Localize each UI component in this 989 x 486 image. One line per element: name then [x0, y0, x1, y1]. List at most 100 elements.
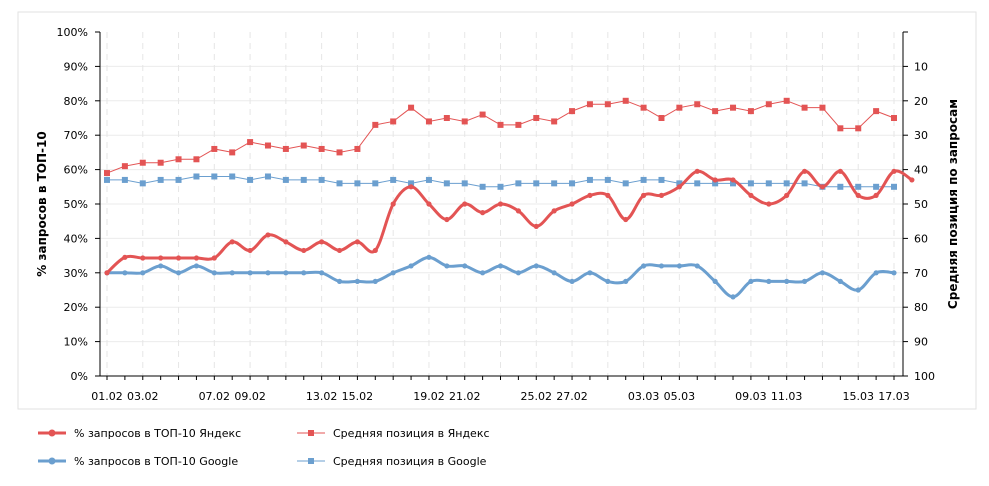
y-right-tick-label: 70	[914, 267, 928, 280]
series-3-point	[390, 176, 397, 183]
series-2-point	[265, 270, 271, 276]
series-1-point	[461, 118, 468, 125]
y-left-tick-label: 90%	[64, 60, 88, 73]
series-0-point	[569, 201, 575, 207]
series-1-point	[783, 97, 790, 104]
series-0-point	[623, 216, 629, 223]
series-1-point	[104, 170, 110, 177]
series-0-point	[211, 255, 217, 261]
x-tick-label: 17.03	[878, 390, 910, 403]
series-2-point	[891, 270, 897, 276]
series-0-point	[354, 239, 361, 245]
series-3-point	[300, 176, 307, 183]
series-0-point	[873, 192, 879, 198]
series-0-point	[480, 210, 486, 216]
series-1-point	[425, 118, 432, 125]
series-2-point	[748, 278, 754, 284]
series-3-point	[730, 180, 737, 187]
y-right-tick-label: 100	[914, 370, 935, 383]
series-1-point	[121, 163, 128, 170]
series-2-point	[354, 278, 361, 284]
series-0-point	[533, 223, 539, 229]
y-left-tick-label: 70%	[64, 129, 88, 142]
series-1-point	[336, 149, 343, 156]
series-3-point	[658, 176, 665, 183]
legend-item-google-position[interactable]: Средняя позиция в Google	[297, 453, 486, 469]
series-1-point	[676, 104, 683, 111]
series-1-point	[712, 108, 719, 115]
series-1-point	[551, 118, 558, 125]
series-0-point	[158, 255, 164, 261]
series-2-point	[444, 263, 450, 269]
legend-swatch-thick-red	[38, 429, 66, 437]
series-0-point	[658, 192, 665, 198]
series-0-point	[551, 208, 557, 214]
series-1-point	[873, 108, 880, 115]
series-3-point	[193, 173, 200, 180]
series-0-point	[676, 184, 682, 190]
legend-label: Средняя позиция в Google	[333, 454, 487, 468]
series-0-point	[462, 201, 468, 207]
series-0-point	[444, 216, 450, 223]
series-1-point	[372, 121, 379, 128]
legend-item-google-top10[interactable]: % запросов в ТОП-10 Google	[38, 453, 238, 469]
series-3-point	[873, 183, 880, 190]
series-3-point	[443, 180, 450, 187]
series-0-point	[140, 255, 146, 261]
x-tick-label: 25.02	[521, 390, 553, 403]
series-1-point	[264, 142, 271, 149]
series-3-point	[497, 183, 504, 190]
series-0-point	[301, 247, 307, 254]
line-chart: 0% 10% 20% 30% 40% 50% 60% 70% 80% 90% 100% 10 20 30 4…	[17, 11, 977, 410]
series-0-point	[390, 201, 396, 207]
legend-swatch-thick-blue	[38, 457, 66, 465]
series-1-point	[247, 139, 254, 146]
legend-swatch-thin-blue	[297, 458, 325, 464]
series-3-point	[515, 180, 522, 187]
legend-item-yandex-position[interactable]: Средняя позиция в Яндекс	[297, 425, 490, 441]
series-0-point	[891, 168, 897, 174]
series-3-point	[104, 176, 110, 183]
series-3-point	[640, 176, 647, 183]
series-1-point	[586, 101, 593, 108]
series-3-point	[175, 176, 182, 183]
series-3-point	[139, 180, 146, 187]
series-0-point	[426, 201, 432, 207]
series-2-point	[426, 254, 432, 260]
series-0-point	[712, 177, 718, 183]
y-right-axis-title: Средняя позиция по запросам	[946, 99, 960, 309]
series-1-point	[801, 104, 808, 111]
series-1-point	[622, 97, 629, 104]
series-2-point	[408, 263, 414, 269]
series-2-point	[712, 278, 718, 284]
series-0-point	[730, 177, 736, 183]
chart-area: 0% 10% 20% 30% 40% 50% 60% 70% 80% 90% 100% 10 20 30 4…	[17, 11, 977, 410]
series-3-point	[282, 176, 289, 183]
series-0-point	[855, 192, 861, 198]
series-1-point	[282, 145, 289, 152]
series-2-point	[837, 278, 843, 284]
series-3-point	[783, 180, 790, 187]
series-0-line	[105, 169, 913, 274]
legend-item-yandex-top10[interactable]: % запросов в ТОП-10 Яндекс	[38, 425, 241, 441]
series-3-point	[157, 176, 164, 183]
series-1-point	[855, 125, 862, 132]
y-right-tick-label: 40	[914, 164, 928, 177]
series-3-point	[712, 180, 719, 187]
series-3-point	[247, 176, 254, 183]
series-1-point	[515, 121, 522, 128]
legend-label: Средняя позиция в Яндекс	[333, 426, 490, 440]
series-0-point	[247, 247, 253, 254]
series-1-point	[640, 104, 647, 111]
series-0-point	[837, 168, 843, 174]
y-left-tick-label: 10%	[64, 336, 88, 349]
y-left-tick-label: 0%	[71, 370, 88, 383]
y-left-tick-label: 20%	[64, 301, 88, 314]
series-3-point	[765, 180, 772, 187]
series-0-point	[193, 255, 200, 261]
x-tick-label: 09.03	[735, 390, 767, 403]
series-1-point	[390, 118, 397, 125]
series-1-point	[193, 156, 200, 163]
y-right-tick-label: 10	[914, 60, 928, 73]
y-left-axis-title: % запросов в ТОП-10	[35, 131, 49, 276]
